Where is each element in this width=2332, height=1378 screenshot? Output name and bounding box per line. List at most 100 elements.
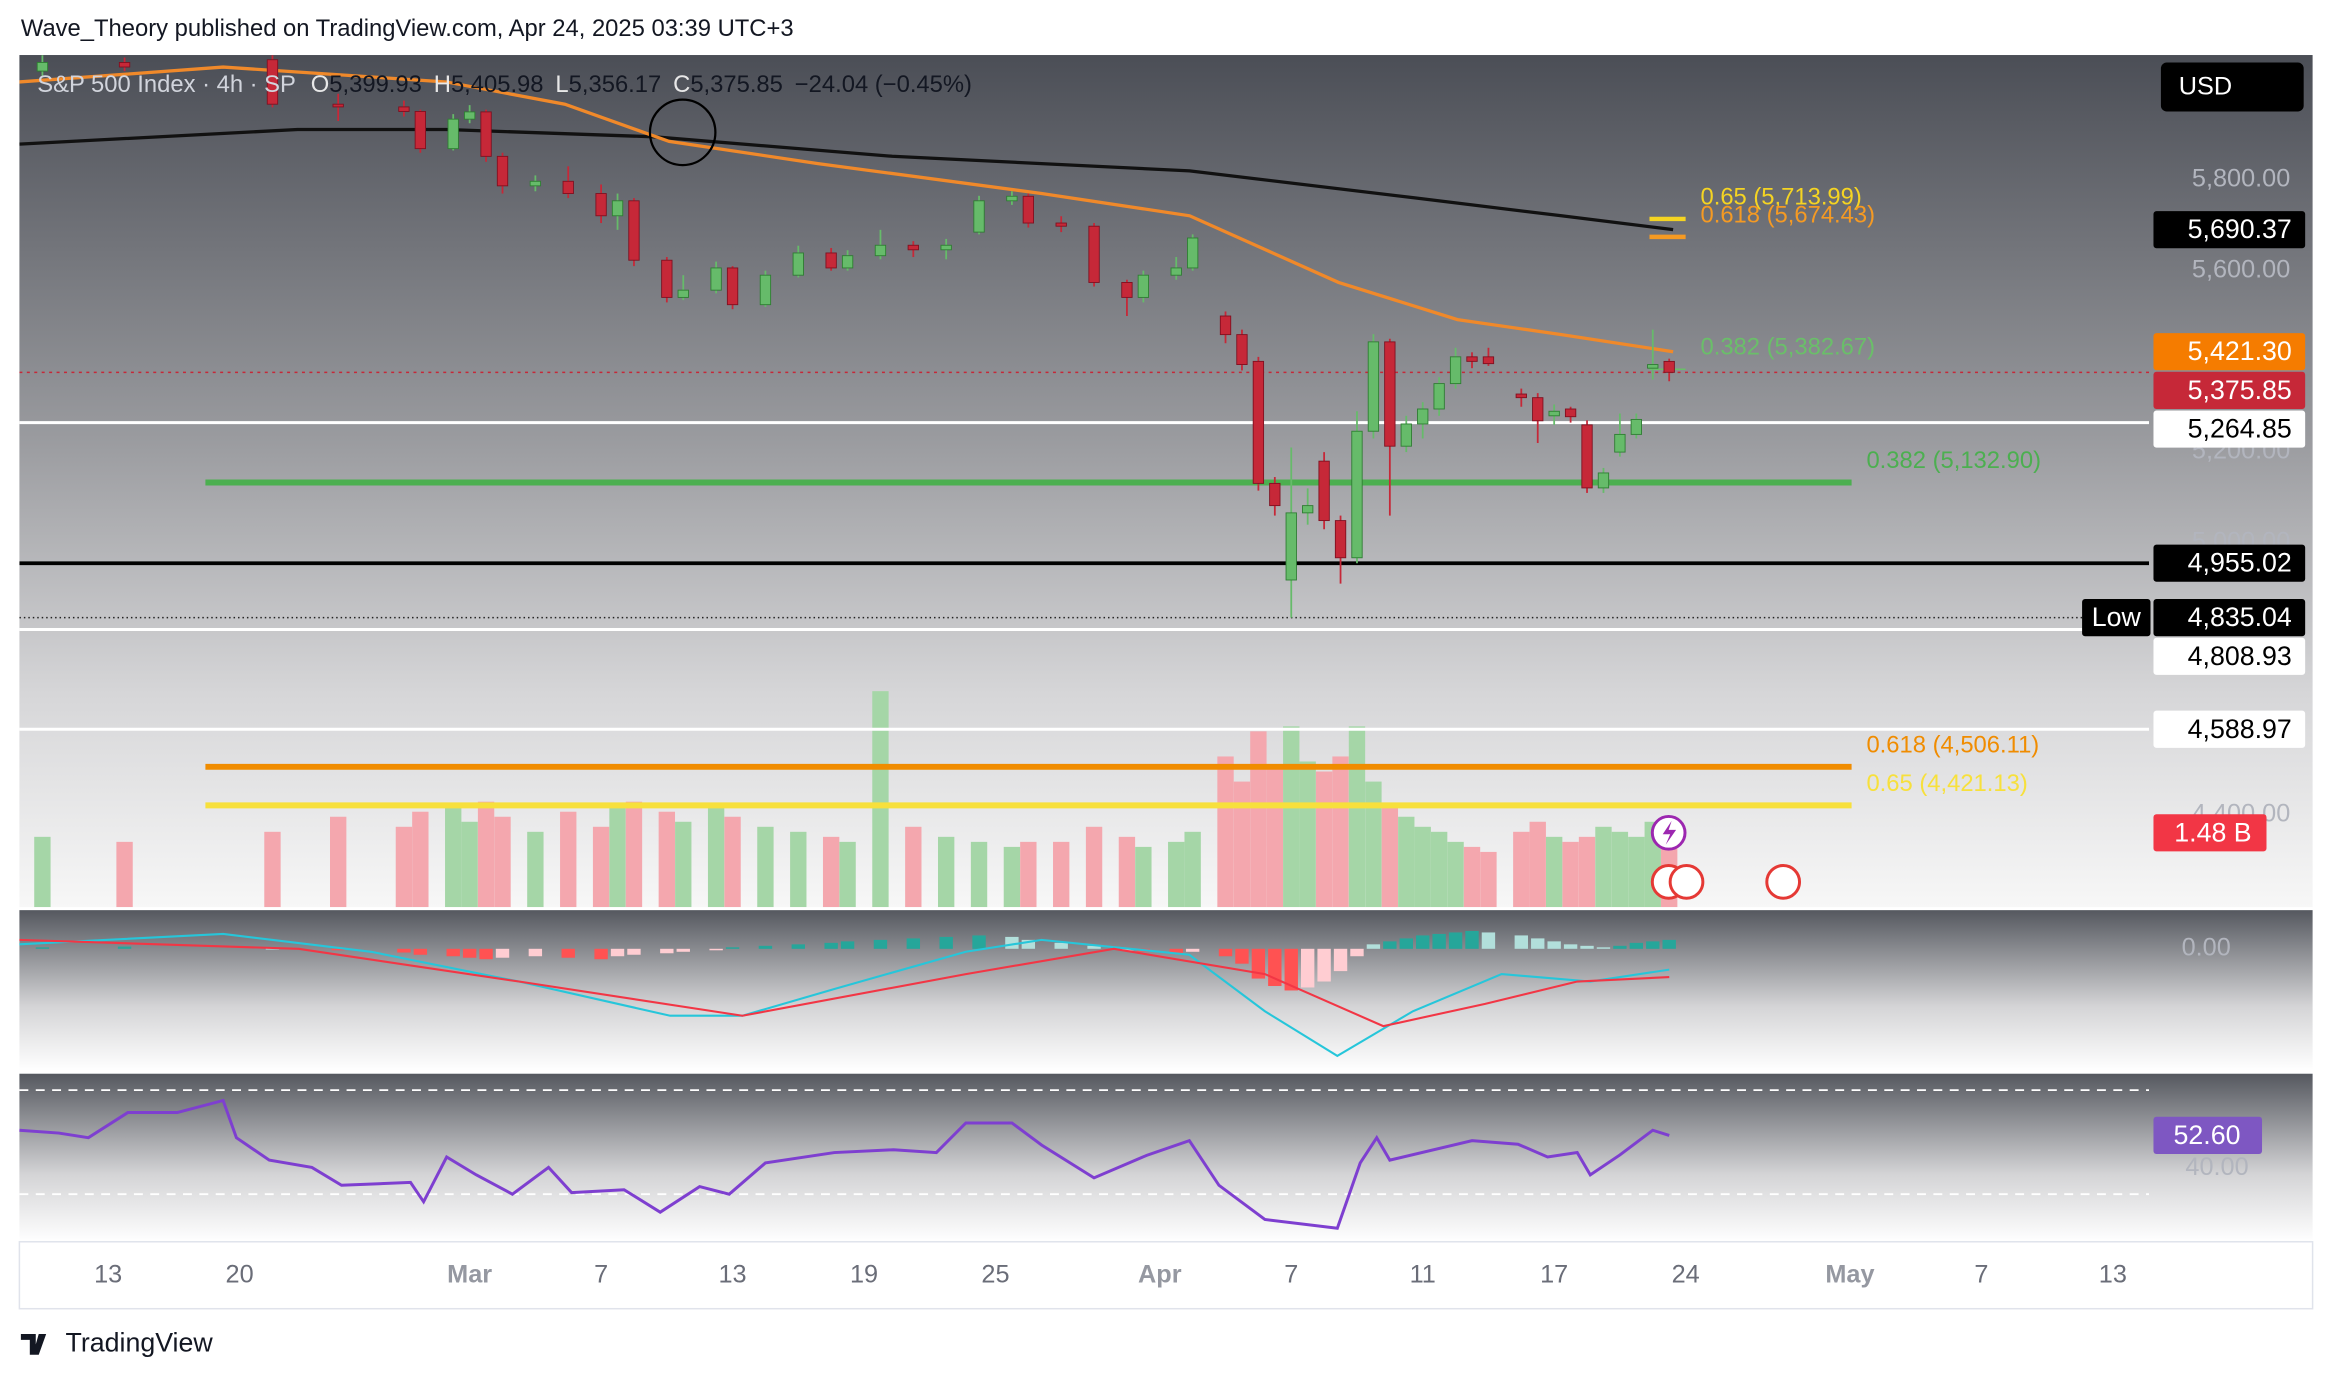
volume-badge-label: 1.48 B — [2174, 817, 2251, 847]
macd-histogram-bar — [1284, 948, 1298, 991]
volume-bar — [724, 816, 741, 908]
candle-body — [1400, 423, 1412, 447]
y-tick-label: 5,600.00 — [2192, 255, 2290, 283]
currency-badge — [2160, 62, 2304, 112]
volume-bar — [790, 831, 807, 908]
candle-body — [1137, 274, 1150, 298]
macd-histogram-bar — [1169, 948, 1183, 954]
price-badge — [2153, 544, 2306, 582]
macd-histogram-bar — [939, 936, 953, 949]
macd-histogram-bar — [462, 948, 477, 958]
macd-histogram-bar — [117, 946, 132, 949]
macd-histogram-bar — [1251, 948, 1266, 979]
volume-bar — [1562, 841, 1579, 908]
volume-bar — [1430, 831, 1448, 908]
volume-bar — [1480, 851, 1497, 908]
volume-bar — [658, 811, 676, 908]
price-badge-label: 4,955.02 — [2188, 548, 2292, 578]
price-badge — [2153, 637, 2306, 675]
volume-bar — [1578, 836, 1596, 908]
macd-histogram-bar — [1350, 948, 1364, 957]
legend-key: H — [434, 72, 451, 99]
rsi-badge-label: 52.60 — [2174, 1120, 2241, 1150]
macd-histogram-bar — [676, 948, 690, 952]
rsi-tick-label: 40.00 — [2185, 1153, 2248, 1181]
candle-body — [1006, 195, 1018, 202]
candle-body — [1482, 356, 1495, 365]
candle-body — [661, 259, 673, 298]
x-tick-label: May — [1825, 1261, 1874, 1289]
legend: S&P 500 Index · 4h · SP O5,399.93 H5,405.9… — [37, 72, 972, 99]
candle-body — [1269, 482, 1281, 507]
candle-body — [1285, 512, 1297, 581]
candle-body — [36, 62, 49, 72]
fib-label: 0.65 (5,713.99) — [1700, 183, 1861, 210]
price-badge-label: 5,264.85 — [2188, 414, 2292, 444]
macd-histogram-bar — [1481, 932, 1496, 949]
x-tick-label: 24 — [1672, 1261, 1700, 1289]
volume-bar — [1266, 766, 1283, 908]
macd-histogram-bar — [824, 942, 838, 949]
moving-average — [19, 65, 1674, 354]
candle-body — [414, 111, 426, 150]
candle-body — [118, 62, 131, 68]
price-badge-label: 5,375.85 — [2188, 375, 2292, 405]
volume-bar — [477, 801, 495, 908]
volume-bar — [592, 826, 610, 908]
candle-body — [726, 267, 739, 306]
bolt — [1662, 820, 1677, 845]
candle-body — [1219, 315, 1232, 336]
volume-bar — [1085, 826, 1103, 908]
candle-body — [1334, 520, 1347, 559]
macd-histogram-bar — [1465, 930, 1479, 949]
candle-body — [1515, 393, 1527, 399]
macd-histogram-bar — [1087, 945, 1101, 949]
fib-label: 0.382 (5,132.90) — [1866, 447, 2041, 474]
volume-bar — [1398, 816, 1415, 908]
macd-histogram-bar — [1629, 942, 1644, 949]
candle-body — [759, 274, 772, 306]
candle-body — [1614, 433, 1626, 453]
legend-key: C — [673, 72, 690, 99]
candle-body — [1302, 505, 1314, 514]
x-tick-label: 17 — [1540, 1261, 1568, 1289]
price-badge-label: 4,835.04 — [2188, 602, 2292, 632]
rsi-pane — [19, 1073, 2313, 1242]
macd-histogram-bar — [1383, 941, 1397, 949]
macd-histogram-bar — [331, 948, 345, 951]
price-badge — [2153, 371, 2306, 409]
macd-histogram-bar — [1218, 948, 1233, 957]
candle-body — [1564, 408, 1577, 418]
macd-histogram-bar — [610, 948, 625, 957]
price-badge-label: 4,588.97 — [2188, 714, 2292, 744]
candle-body — [1252, 360, 1265, 484]
candle-body — [496, 155, 509, 187]
macd-histogram-bar — [627, 948, 641, 955]
volume-bar — [937, 836, 955, 908]
volume-bar — [560, 811, 577, 908]
volume-bar — [1414, 826, 1431, 908]
price-badge-label: 5,690.37 — [2188, 214, 2292, 244]
macd-histogram-bar — [1662, 939, 1676, 949]
volume-bar — [822, 836, 840, 908]
candle-body — [792, 252, 804, 276]
legend-value: 5,405.98 — [451, 72, 544, 99]
candle-body — [940, 244, 952, 251]
candle-body — [1663, 360, 1675, 373]
overlay-layer: 5,800.005,600.005,200.005,000.004,400.00… — [19, 62, 2306, 1289]
event-flag[interactable] — [1765, 864, 1802, 900]
time-axis — [18, 1241, 2314, 1310]
macd-histogram-bar — [1317, 948, 1331, 982]
volume-bar — [1233, 781, 1251, 908]
legend-value: 5,399.93 — [329, 72, 422, 99]
macd-histogram-bar — [1563, 944, 1578, 949]
volume-bar — [461, 821, 478, 908]
macd-histogram-bar — [1448, 932, 1463, 949]
event-flag[interactable] — [1668, 864, 1705, 900]
low-tag — [2082, 599, 2151, 637]
volume-bar — [872, 691, 889, 908]
volume-bar — [1217, 756, 1234, 908]
x-tick-label: Mar — [447, 1261, 492, 1289]
y-tick-label: 5,800.00 — [2192, 165, 2290, 193]
macd-histogram-bar — [397, 948, 411, 953]
